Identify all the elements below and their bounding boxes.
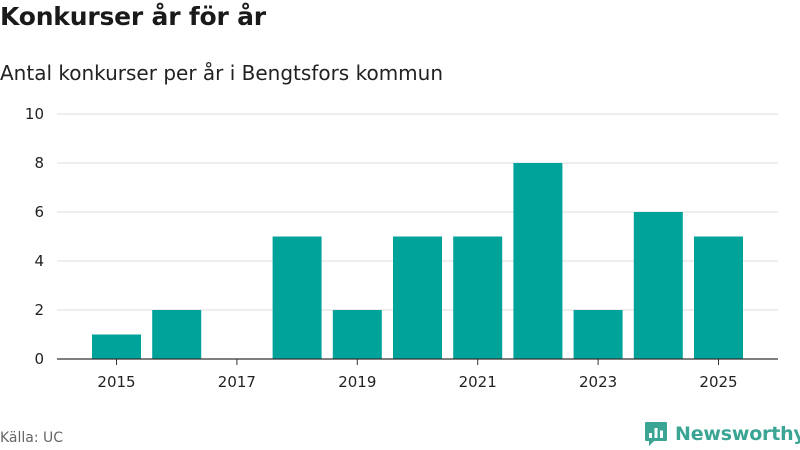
y-tick-label: 4 <box>34 252 44 270</box>
bar-2023: 2023: 2 <box>573 310 623 359</box>
y-tick-label: 8 <box>34 154 44 172</box>
x-tick-label: 2021 <box>459 373 497 391</box>
source-note: Källa: UC <box>0 430 64 446</box>
x-tick-label: 2015 <box>97 373 135 391</box>
bar-2015: 2015: 1 <box>92 334 141 359</box>
bar-2016: 2016: 2 <box>152 310 202 359</box>
bar-2018: 2018: 5 <box>272 236 322 359</box>
y-tick-label: 2 <box>34 301 44 319</box>
bar-2021: 2021: 5 <box>453 236 503 359</box>
bar-chart-badge-icon <box>645 422 667 446</box>
brand-name: Newsworthy <box>675 423 800 445</box>
chart-subtitle: Antal konkurser per år i Bengtsfors komm… <box>0 61 444 85</box>
bar-2019: 2019: 2 <box>332 310 382 359</box>
x-tick-label: 2019 <box>338 373 376 391</box>
y-axis-ticks: 0 2 4 6 8 10 <box>25 105 44 368</box>
chart-title: Konkurser år för år <box>0 2 266 31</box>
x-tick-label: 2017 <box>218 373 256 391</box>
x-tick-label: 2025 <box>699 373 737 391</box>
bar-2022: 2022: 8 <box>513 163 563 359</box>
y-tick-label: 10 <box>25 105 44 123</box>
bar-2024: 2024: 6 <box>633 212 683 359</box>
bars: 2015: 12016: 22017: 02018: 52019: 22020:… <box>92 163 743 359</box>
bar-2025: 2025: 5 <box>694 236 743 359</box>
y-tick-label: 6 <box>34 203 44 221</box>
brand-logo: Newsworthy <box>644 420 800 448</box>
x-axis-ticks: 2015 2017 2019 2021 2023 2025 <box>97 359 738 391</box>
x-tick-label: 2023 <box>579 373 617 391</box>
y-tick-label: 0 <box>34 350 44 368</box>
bar-2020: 2020: 5 <box>393 236 442 359</box>
